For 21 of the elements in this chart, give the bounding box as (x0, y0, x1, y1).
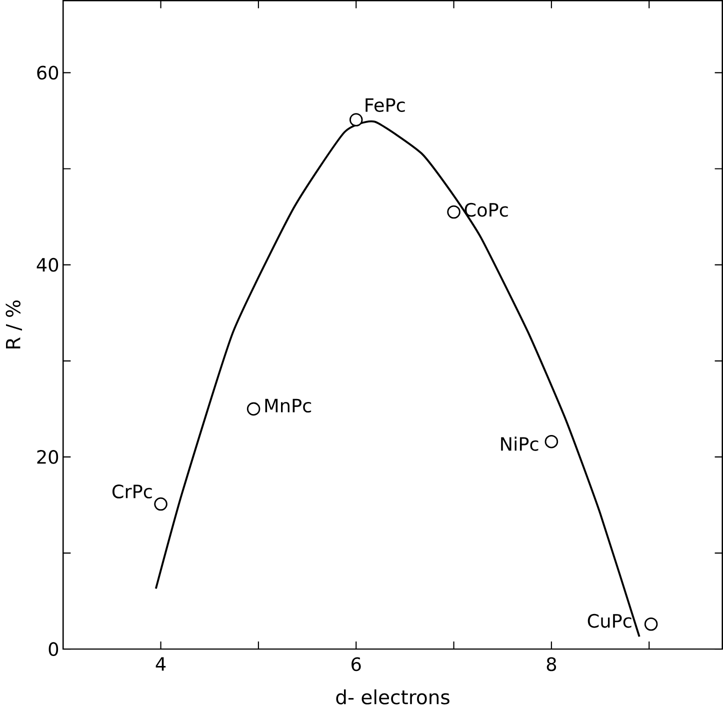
point (246, 402, 260, 416)
annotation: NiPc (501, 436, 538, 451)
point (644, 617, 658, 631)
x-tick-label: 8 (546, 657, 556, 671)
annotation: FePc (366, 98, 405, 112)
annotation: MnPc (265, 398, 312, 412)
point (154, 497, 168, 511)
annotation: CrPc (112, 484, 152, 498)
point (349, 112, 363, 126)
x-axis-title: d- electrons (336, 689, 450, 704)
point (544, 434, 558, 448)
x-tick-label: 4 (156, 657, 166, 670)
y-tick-label: 40 (36, 258, 58, 272)
annotation: CuPc (588, 614, 632, 628)
x-tick-label: 6 (352, 657, 361, 671)
y-tick-label: 0 (48, 642, 58, 656)
y-tick-label: 60 (37, 66, 58, 80)
annotation: CoPc (464, 202, 508, 217)
point (447, 205, 460, 218)
y-axis-title: R / % (6, 300, 22, 348)
y-tick-label: 20 (37, 450, 58, 464)
